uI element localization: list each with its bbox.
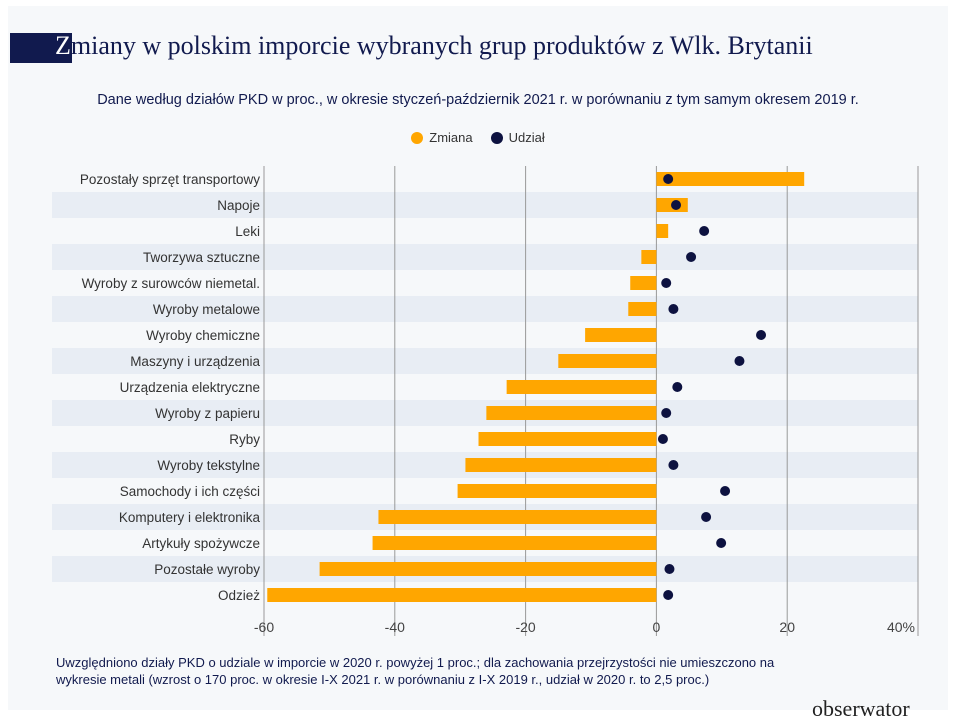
- category-label: Tworzywa sztuczne: [143, 250, 260, 265]
- category-label: Ryby: [229, 432, 260, 447]
- dot-udzial: [661, 408, 672, 418]
- category-label: Artykuły spożywcze: [142, 536, 260, 551]
- category-label: Odzież: [218, 588, 260, 603]
- row-band: [52, 296, 918, 322]
- bar-zmiana: [457, 484, 657, 498]
- footnote-line-1: Uwzględniono działy PKD o udziale w impo…: [56, 655, 775, 670]
- bar-zmiana: [630, 276, 657, 290]
- category-label: Leki: [235, 224, 260, 239]
- bar-zmiana: [378, 510, 657, 524]
- bar-zmiana: [656, 224, 669, 238]
- row-band: [52, 400, 918, 426]
- dot-udzial: [672, 382, 683, 392]
- logo: obserwator: [812, 696, 910, 721]
- legend-label-zmiana: Zmiana: [429, 130, 473, 145]
- x-tick-label: 0: [653, 619, 661, 635]
- bar-zmiana: [267, 588, 657, 602]
- bar-zmiana: [486, 406, 657, 420]
- dot-udzial: [671, 200, 682, 210]
- category-label: Wyroby chemiczne: [146, 328, 260, 343]
- footnote-line-2: wykresie metali (wzrost o 170 proc. w ok…: [56, 672, 710, 687]
- legend-item-zmiana: Zmiana: [411, 130, 473, 145]
- bar-zmiana: [478, 432, 657, 446]
- bar-zmiana: [465, 458, 657, 472]
- x-tick-label: -40: [385, 619, 405, 635]
- category-label: Wyroby z papieru: [155, 406, 260, 421]
- row-band: [52, 192, 918, 218]
- bar-zmiana: [319, 562, 657, 576]
- category-label: Urządzenia elektryczne: [120, 380, 260, 395]
- legend: Zmiana Udział: [0, 130, 956, 145]
- bar-zmiana: [641, 250, 657, 264]
- dot-udzial: [686, 252, 697, 262]
- x-tick-label: 40%: [887, 619, 915, 635]
- category-label: Komputery i elektronika: [119, 510, 261, 525]
- title-rest: miany w polskim imporcie wybranych grup …: [70, 31, 813, 60]
- category-label: Napoje: [217, 198, 260, 213]
- chart-title: Zmiany w polskim imporcie wybranych grup…: [55, 31, 813, 61]
- legend-swatch-zmiana: [411, 131, 424, 144]
- category-label: Wyroby z surowców niemetal.: [82, 276, 260, 291]
- chart-subtitle: Dane według działów PKD w proc., w okres…: [97, 92, 859, 108]
- dot-udzial: [668, 460, 679, 470]
- dot-udzial: [720, 486, 731, 496]
- dot-udzial: [668, 304, 679, 314]
- dot-udzial: [734, 356, 745, 366]
- category-label: Wyroby tekstylne: [157, 458, 260, 473]
- x-tick-label: -20: [515, 619, 535, 635]
- dot-udzial: [663, 590, 674, 600]
- row-band: [52, 348, 918, 374]
- x-tick-label: -60: [254, 619, 274, 635]
- bar-zmiana: [372, 536, 657, 550]
- category-label: Samochody i ich części: [120, 484, 260, 499]
- row-band: [52, 244, 918, 270]
- dot-udzial: [657, 434, 668, 444]
- dot-udzial: [716, 538, 727, 548]
- legend-swatch-udzial: [490, 131, 503, 144]
- category-label: Pozostałe wyroby: [154, 562, 260, 577]
- dot-udzial: [664, 564, 675, 574]
- category-label: Maszyny i urządzenia: [130, 354, 260, 369]
- dot-udzial: [661, 278, 672, 288]
- legend-item-udzial: Udział: [490, 130, 545, 145]
- category-label: Wyroby metalowe: [153, 302, 260, 317]
- bar-zmiana: [558, 354, 657, 368]
- bar-zmiana: [506, 380, 657, 394]
- dot-udzial: [663, 174, 674, 184]
- title-accent-block: [10, 33, 72, 63]
- bar-zmiana: [656, 172, 805, 186]
- bar-zmiana: [585, 328, 657, 342]
- legend-label-udzial: Udział: [508, 130, 545, 145]
- dot-udzial: [756, 330, 767, 340]
- category-label: Pozostały sprzęt transportowy: [80, 172, 260, 187]
- x-tick-label: 20: [779, 619, 795, 635]
- bar-zmiana: [628, 302, 657, 316]
- footnote: Uwzględniono działy PKD o udziale w impo…: [56, 654, 926, 688]
- dot-udzial: [701, 512, 712, 522]
- dot-udzial: [699, 226, 710, 236]
- title-first-letter: Z: [55, 31, 71, 60]
